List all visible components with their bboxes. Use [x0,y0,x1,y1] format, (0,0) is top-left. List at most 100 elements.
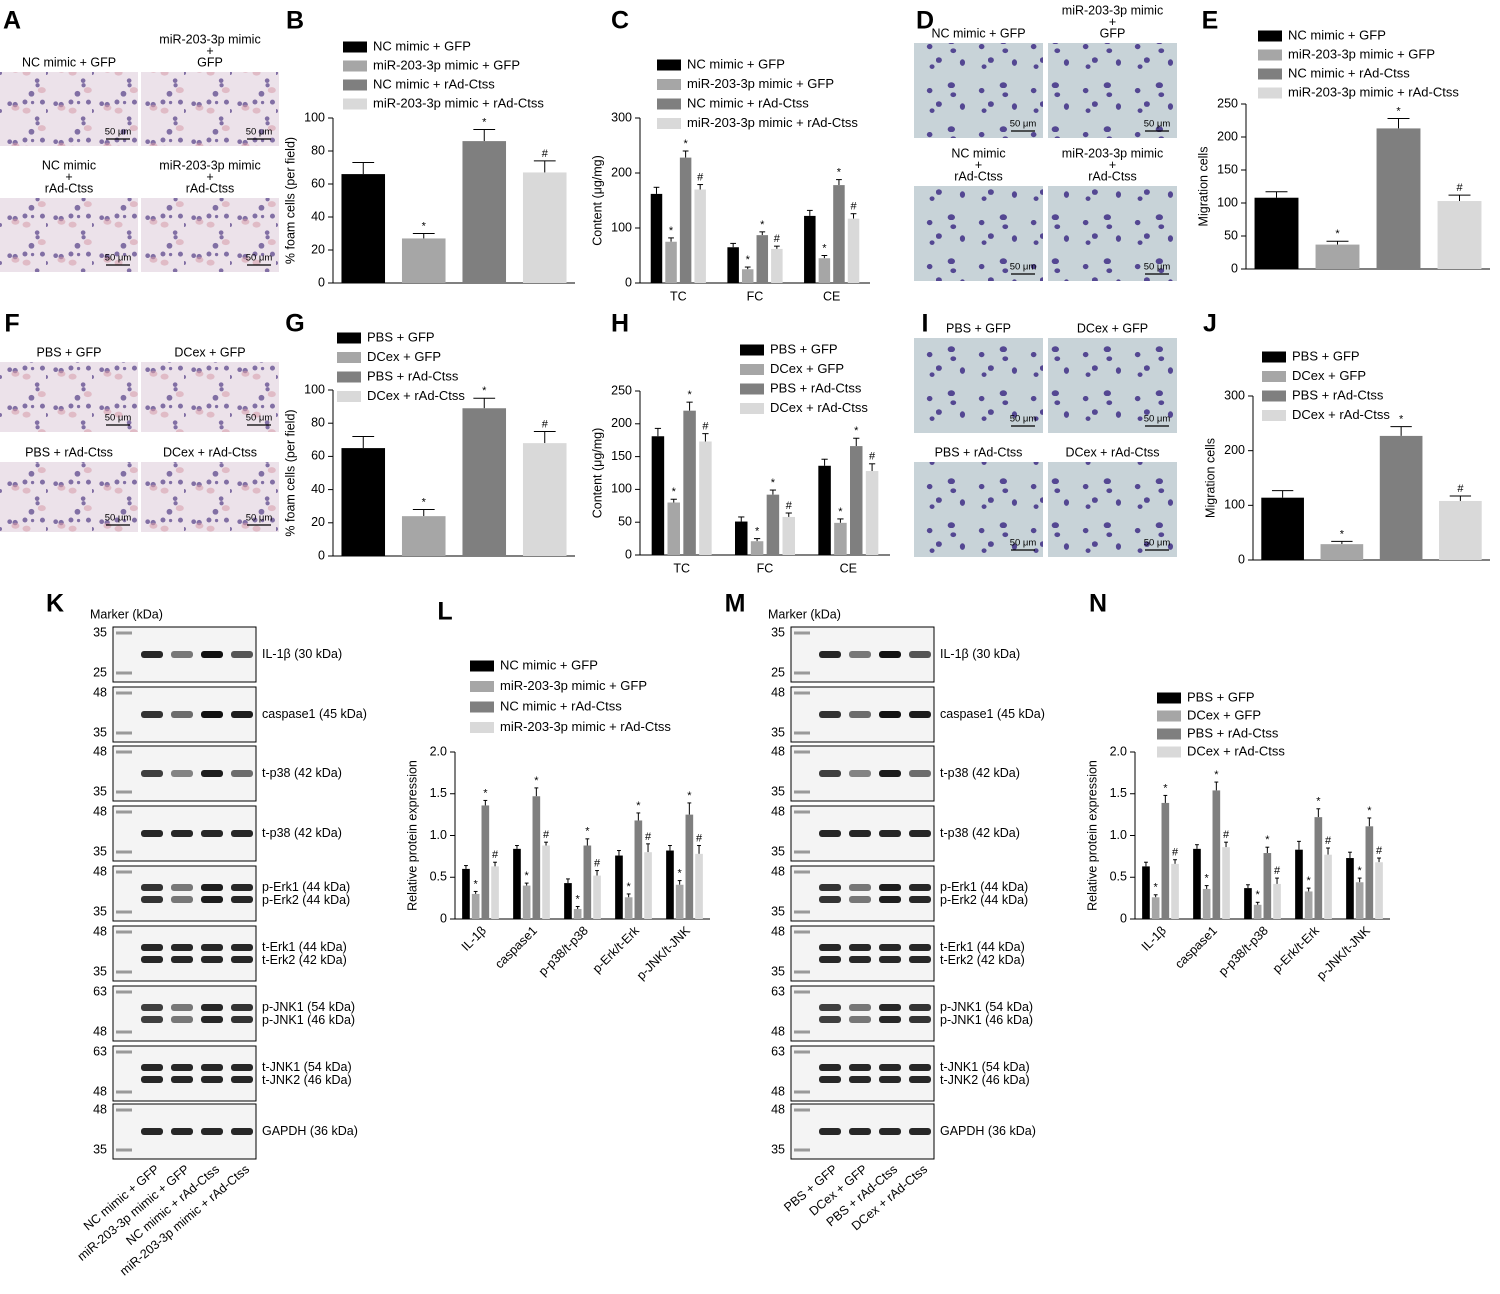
blot-band [201,711,223,718]
y-axis-label: % foam cells (per field) [283,409,297,536]
x-tick-label: TC [670,289,687,303]
marker-label: 48 [93,1102,107,1116]
legend-label: NC mimic + GFP [1288,27,1386,42]
significance-mark: # [869,451,876,463]
legend-label: NC mimic + GFP [373,38,471,53]
legend-label: PBS + rAd-Ctss [367,368,459,383]
marker-label: 35 [93,625,107,639]
x-tick-label: p-Erk/t-Erk [590,923,643,976]
marker-label: 48 [771,1024,785,1038]
bar [1151,897,1160,919]
bar [695,853,703,919]
blot-band [819,1004,841,1011]
band-label: IL-1β (30 kDa) [940,647,1020,661]
blot-band [879,770,901,777]
bar [644,852,652,919]
legend-swatch [343,60,367,72]
blot-band [849,1076,871,1083]
y-tick-label: 150 [611,449,632,463]
bar [834,522,847,555]
marker-band [116,810,132,814]
legend-label: miR-203-3p mimic + rAd-Ctss [1288,84,1459,99]
marker-label: 35 [771,725,785,739]
significance-mark: * [474,878,479,890]
marker-band [794,691,810,695]
y-tick-label: 80 [311,143,325,157]
significance-mark: * [822,242,827,254]
blot-band [909,896,931,903]
y-tick-label: 100 [611,482,632,496]
bar [1439,500,1482,560]
blot-band [819,884,841,891]
blot-band [909,944,931,951]
x-tick-label: TC [673,561,690,575]
marker-title: Marker (kDa) [768,607,841,621]
significance-mark: # [1376,845,1383,857]
legend-swatch [740,403,764,414]
band-label: p-JNK1 (46 kDa) [262,1013,355,1027]
significance-mark: * [1265,834,1270,846]
legend-label: DCex + GFP [1187,707,1261,722]
bar [771,248,783,283]
significance-mark: * [1154,882,1159,894]
micrograph [141,198,279,272]
scale-label: 50 μm [105,127,132,138]
y-tick-label: 100 [304,110,325,124]
micrograph [1048,462,1177,557]
significance-mark: # [543,829,550,841]
blot-band [141,1064,163,1071]
marker-band [794,990,810,994]
micrograph [1048,43,1177,138]
blot-band [849,956,871,963]
micrograph [914,462,1043,557]
blot-band [231,1128,253,1135]
blot-band [819,651,841,658]
y-tick-label: 40 [311,209,325,223]
band-label: p-Erk2 (44 kDa) [940,893,1028,907]
bar [522,885,531,919]
significance-mark: * [669,225,674,237]
scale-label: 50 μm [246,413,273,424]
marker-label: 63 [93,1044,107,1058]
bar [735,521,748,555]
legend-swatch [337,371,361,383]
bar [1437,201,1482,269]
marker-label: 48 [93,804,107,818]
micrograph-label: PBS + rAd-Ctss [25,445,113,459]
legend-label: miR-203-3p mimic + GFP [687,76,834,91]
legend-label: NC mimic + rAd-Ctss [500,698,622,713]
y-tick-label: 200 [1217,129,1238,143]
marker-label: 48 [93,685,107,699]
significance-mark: * [1358,865,1363,877]
bar [818,465,831,555]
x-tick-label: FC [757,561,774,575]
significance-mark: * [678,867,683,879]
bar [766,494,780,555]
marker-label: 35 [93,1142,107,1156]
micrograph [914,43,1043,138]
marker-label: 25 [93,665,107,679]
micrograph-label: NC mimic + GFP [931,26,1025,40]
blot-band [849,711,871,718]
blot-band [819,711,841,718]
marker-band [794,1090,810,1094]
legend-swatch [343,98,367,110]
y-tick-label: 200 [611,165,632,179]
blot-band [849,1128,871,1135]
micrograph [914,186,1043,281]
blot-band [879,956,901,963]
panel-letter: G [285,310,304,338]
scale-label: 50 μm [246,253,273,264]
blot-band [231,1016,253,1023]
blot-band [171,884,193,891]
y-tick-label: 100 [1224,498,1245,512]
legend-label: PBS + GFP [1187,689,1255,704]
blot-band [909,1004,931,1011]
panel-letter: F [4,310,19,338]
micrograph-label: rAd-Ctss [1088,169,1137,183]
blot-band [231,711,253,718]
significance-mark: * [482,116,487,128]
y-axis-label: Migration cells [1196,147,1210,227]
blot-band [879,651,901,658]
significance-mark: # [1457,483,1464,495]
